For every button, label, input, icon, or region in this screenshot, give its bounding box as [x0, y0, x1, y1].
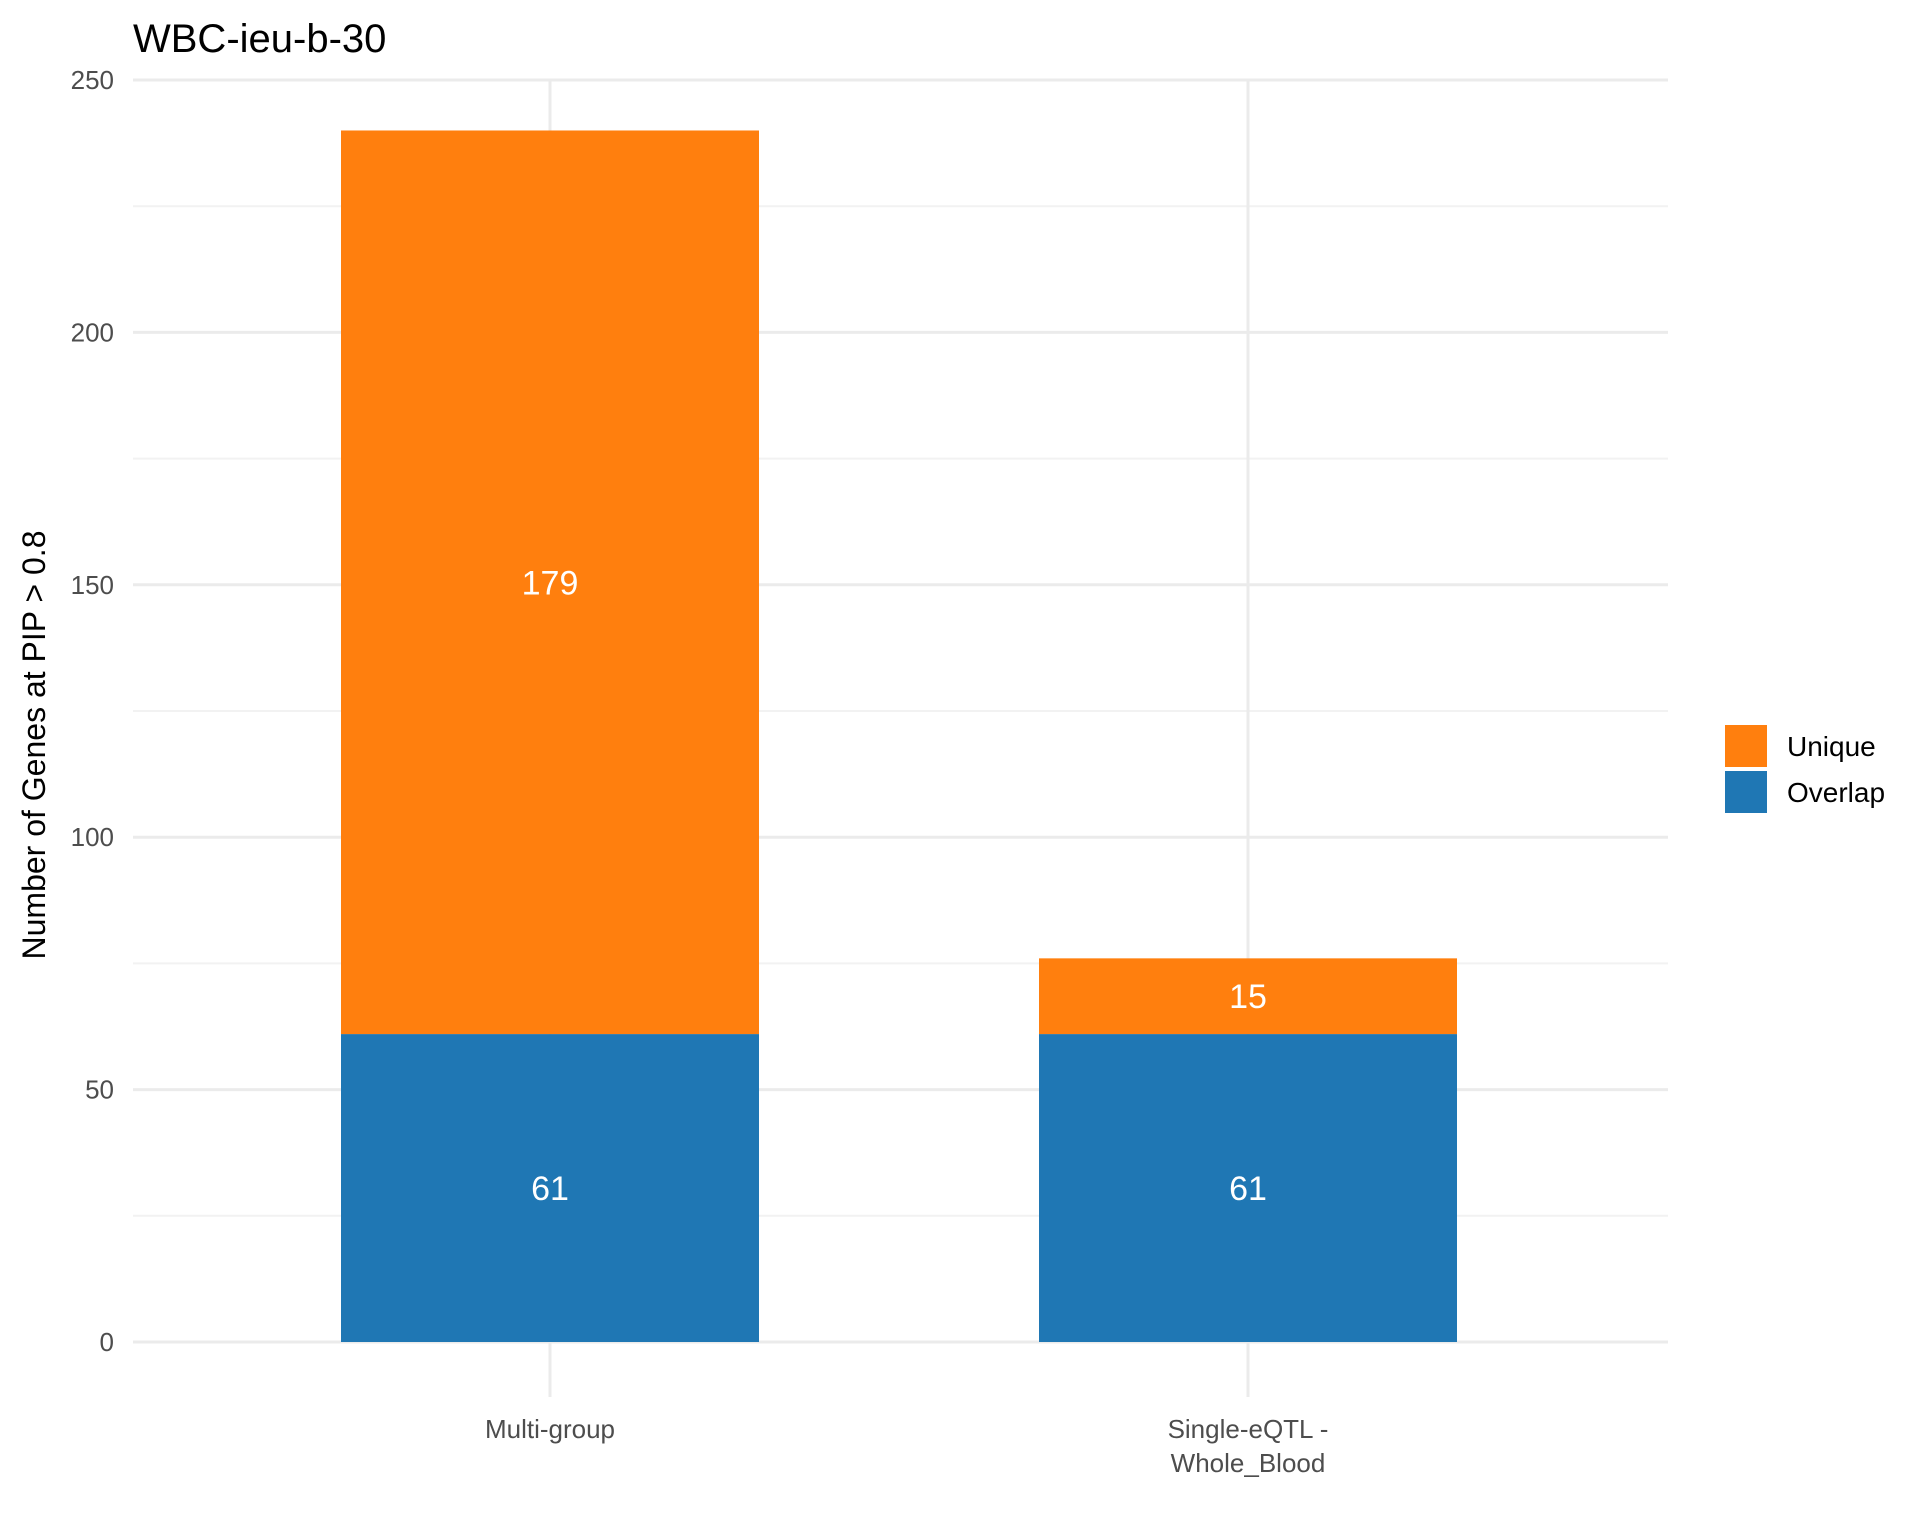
x-tick-label: Multi-group [485, 1414, 615, 1444]
bar-value-label: 61 [531, 1170, 569, 1208]
y-tick-label: 50 [85, 1075, 114, 1105]
bar-value-label: 15 [1229, 978, 1267, 1016]
y-tick-label: 0 [100, 1327, 114, 1357]
x-tick-label: Single-eQTL -Whole_Blood [1168, 1414, 1329, 1478]
bar-value-label: 61 [1229, 1170, 1267, 1208]
bar-overlap [1039, 1034, 1457, 1342]
bar-value-label: 179 [522, 564, 579, 602]
y-axis-ticks: 0 50 100 150 200 250 [71, 65, 114, 1357]
legend-label-overlap: Overlap [1787, 777, 1885, 808]
data-labels: 61 179 61 15 [522, 564, 1267, 1208]
y-axis-label: Number of Genes at PIP > 0.8 [16, 531, 52, 960]
bar-unique [1039, 958, 1457, 1035]
legend-key-unique [1725, 725, 1767, 767]
x-axis-ticks: Multi-group Single-eQTL -Whole_Blood [485, 1414, 1328, 1478]
bars [341, 130, 1457, 1342]
y-tick-label: 100 [71, 822, 114, 852]
y-tick-label: 150 [71, 570, 114, 600]
bar-overlap [341, 1034, 759, 1342]
legend-key-overlap [1725, 771, 1767, 813]
chart-title: WBC-ieu-b-30 [133, 17, 386, 61]
legend: Unique Overlap [1725, 725, 1885, 813]
y-tick-label: 250 [71, 65, 114, 95]
y-tick-label: 200 [71, 317, 114, 347]
legend-label-unique: Unique [1787, 731, 1876, 762]
bar-unique [341, 130, 759, 1035]
